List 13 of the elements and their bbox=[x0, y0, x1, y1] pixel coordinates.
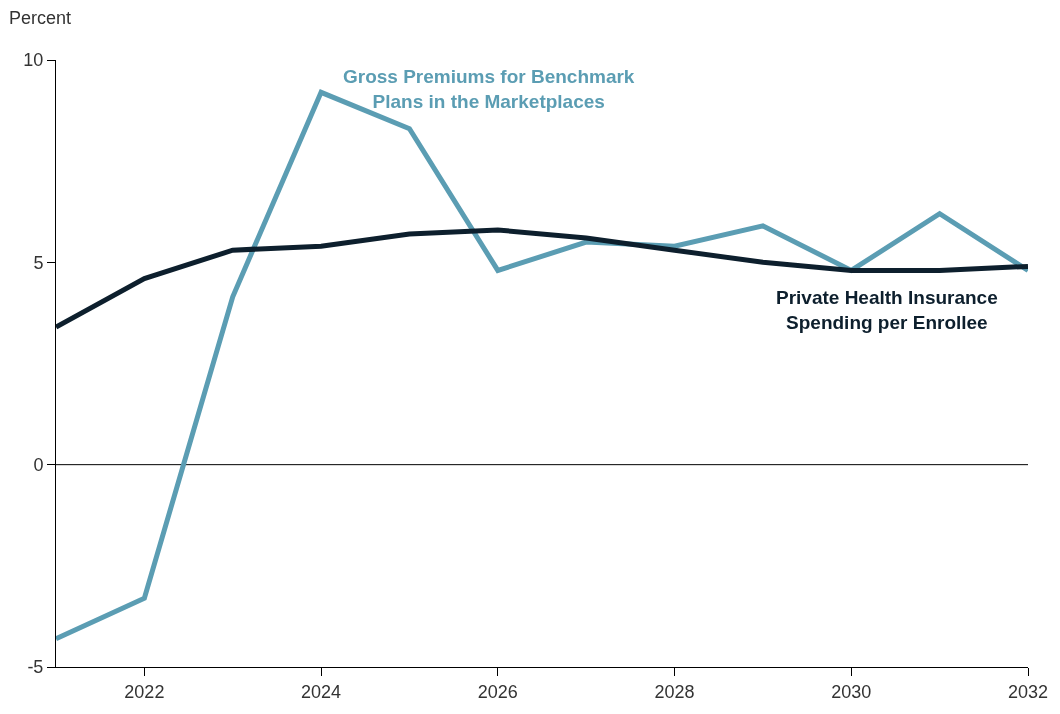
y-axis-title: Percent bbox=[9, 8, 72, 28]
series-label: Gross Premiums for Benchmark Plans in the Marketplaces bbox=[343, 66, 635, 112]
x-tick-label: 2026 bbox=[477, 681, 518, 702]
y-tick-label: 5 bbox=[33, 252, 44, 273]
y-tick-label: -5 bbox=[27, 657, 44, 678]
x-tick-label: 2028 bbox=[654, 681, 695, 702]
x-tick-label: 2032 bbox=[1007, 681, 1049, 702]
series-label: Private Health Insurance Spending per Enrollee bbox=[776, 287, 998, 333]
x-tick-label: 2030 bbox=[831, 681, 872, 702]
y-tick-label: 10 bbox=[23, 50, 44, 71]
x-tick-label: 2024 bbox=[301, 681, 342, 702]
y-tick-label: 0 bbox=[33, 454, 44, 475]
x-tick-label: 2022 bbox=[124, 681, 165, 702]
